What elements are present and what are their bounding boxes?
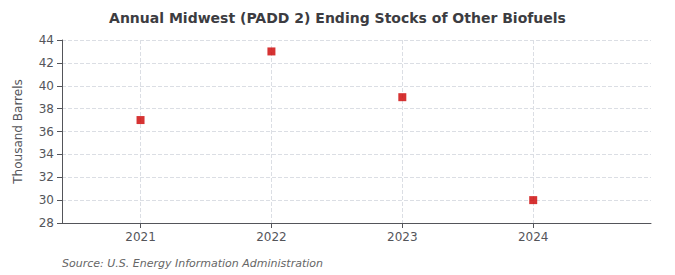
svg-text:44: 44 <box>39 33 54 47</box>
svg-text:2024: 2024 <box>518 230 549 244</box>
svg-text:28: 28 <box>39 216 54 230</box>
svg-text:30: 30 <box>39 193 54 207</box>
svg-text:Source: U.S. Energy Informatio: Source: U.S. Energy Information Administ… <box>62 257 323 270</box>
svg-text:42: 42 <box>39 56 54 70</box>
svg-text:Annual Midwest (PADD 2) Ending: Annual Midwest (PADD 2) Ending Stocks of… <box>109 10 566 26</box>
svg-text:Thousand Barrels: Thousand Barrels <box>11 79 25 184</box>
svg-text:36: 36 <box>39 125 54 139</box>
svg-text:34: 34 <box>39 147 54 161</box>
svg-text:2023: 2023 <box>387 230 418 244</box>
svg-text:38: 38 <box>39 102 54 116</box>
svg-text:2022: 2022 <box>256 230 287 244</box>
svg-text:32: 32 <box>39 170 54 184</box>
svg-text:40: 40 <box>39 79 54 93</box>
svg-text:2021: 2021 <box>125 230 156 244</box>
